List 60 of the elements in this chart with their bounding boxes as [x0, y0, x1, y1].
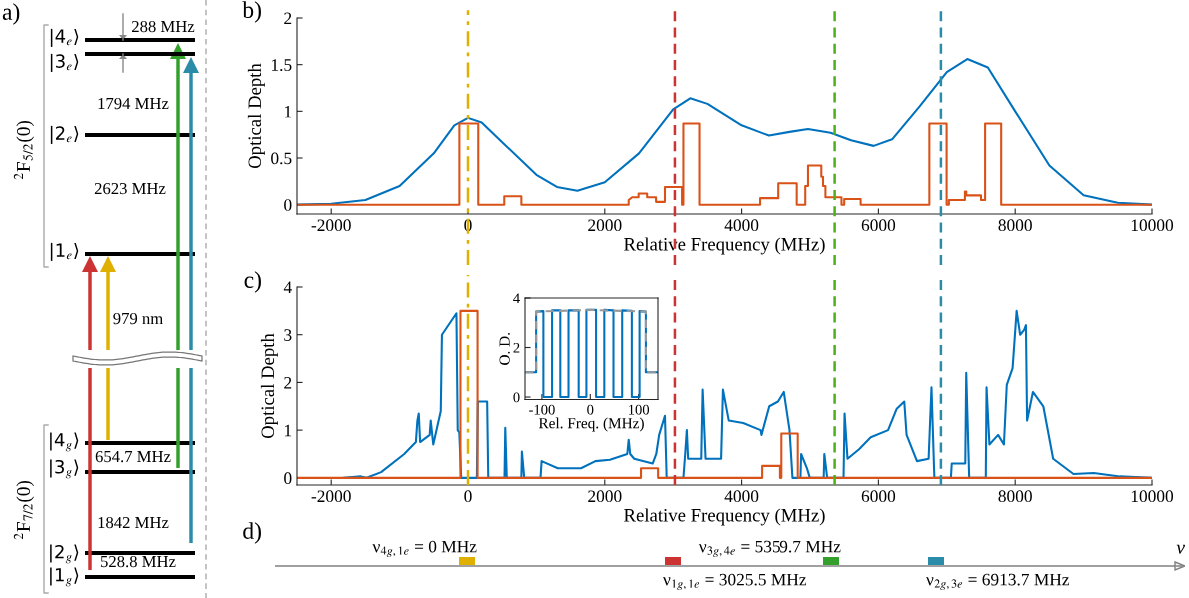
text: |2$_{g}$⟩ — [50, 544, 79, 564]
y-tick-label: 1 — [284, 105, 292, 118]
y-axis-title: Optical Depth — [260, 333, 278, 439]
x-tick-label: 0 — [464, 490, 472, 503]
x-tick-label: 8000 — [998, 219, 1032, 232]
x-tick-label: 4000 — [724, 490, 759, 503]
text: ν$_{4g,1e}$ = 0 MHz — [372, 540, 477, 558]
text: 1794 MHz — [98, 97, 169, 110]
text: |1$_{e}$⟩ — [50, 242, 79, 261]
y-tick-label: 2 — [513, 342, 520, 353]
text: ν$_{2g,3e}$ = 6913.7 MHz — [926, 573, 1070, 591]
y-tick-label: 4 — [283, 281, 292, 294]
x-tick-label: 6000 — [861, 219, 896, 232]
x-tick-label: 6000 — [861, 490, 896, 503]
text: $^{2}$F$_{5/2}$(0) — [13, 120, 34, 180]
x-tick-label: -2000 — [311, 219, 351, 232]
text: 1842 MHz — [98, 516, 169, 529]
text: |1$_{g}$⟩ — [50, 567, 79, 587]
y-tick-label: 3 — [284, 329, 292, 341]
text: |4$_{g}$⟩ — [50, 432, 79, 452]
text: b) — [242, 1, 261, 23]
y-axis-title: Optical Depth — [247, 63, 265, 169]
y-tick-label: 2 — [284, 12, 292, 25]
text: 979 nm — [113, 312, 163, 325]
text: d) — [243, 522, 261, 544]
x-tick-label: -100 — [529, 404, 555, 415]
x-tick-label: 2000 — [588, 490, 622, 503]
y-tick-label: 1.5 — [271, 59, 292, 71]
y-tick-label: 2 — [284, 376, 292, 389]
text: $^{2}$F$_{7/2}$(0) — [13, 480, 34, 540]
text: c) — [244, 271, 261, 293]
text: ν — [1176, 544, 1185, 554]
y-tick-label: 1 — [284, 424, 292, 437]
y-axis-title: O. D. — [499, 333, 510, 365]
text: 288 MHz — [132, 20, 195, 33]
x-tick-label: 10000 — [1131, 219, 1174, 232]
x-tick-label: 8000 — [998, 490, 1032, 503]
y-tick-label: 0.5 — [271, 152, 292, 165]
text: |3$_{e}$⟩ — [50, 53, 79, 72]
y-tick-label: 4 — [513, 293, 520, 304]
text: ν$_{1g,1e}$ = 3025.5 MHz — [663, 573, 807, 591]
y-tick-label: 0 — [284, 199, 292, 211]
text: ν$_{3g,4e}$ = 5359.7 MHz — [698, 540, 841, 558]
text: 528.8 MHz — [101, 555, 176, 568]
text: a) — [2, 3, 20, 25]
x-tick-label: 10000 — [1131, 490, 1174, 503]
x-axis-title: Rel. Freq. (MHz) — [538, 417, 644, 432]
text: 2623 MHz — [94, 182, 166, 195]
x-tick-label: -2000 — [311, 490, 351, 503]
text: 654.7 MHz — [95, 450, 171, 463]
text: |2$_{e}$⟩ — [50, 125, 79, 144]
x-tick-label: 0 — [587, 404, 594, 415]
text: |4$_{e}$⟩ — [50, 28, 79, 47]
x-axis-title: Relative Frequency (MHz) — [624, 508, 825, 526]
x-tick-label: 100 — [629, 404, 650, 415]
y-tick-label: 0 — [513, 392, 520, 403]
text: |3$_{g}$⟩ — [50, 459, 79, 479]
x-tick-label: 4000 — [724, 219, 759, 232]
x-tick-label: 2000 — [588, 219, 622, 232]
y-tick-label: 0 — [284, 472, 292, 485]
